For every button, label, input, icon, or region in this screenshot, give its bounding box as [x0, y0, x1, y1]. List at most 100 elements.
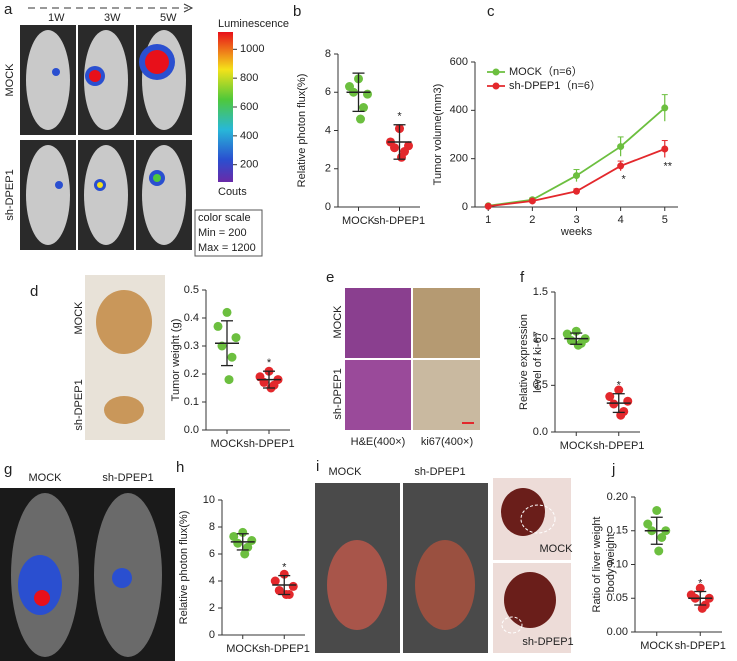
signal [34, 590, 50, 606]
panel-letter: d [30, 283, 38, 300]
row-label: sh-DPEP1 [332, 368, 344, 419]
y-tick-label: 0.05 [607, 592, 628, 604]
y-tick-label: 6 [209, 548, 215, 560]
significance: * [698, 577, 703, 589]
legend-label: MOCK（n=6） [509, 65, 583, 78]
x-tick-label: MOCK [211, 438, 245, 450]
y-tick-label: 0.20 [607, 491, 628, 503]
x-tick-label: 2 [529, 214, 535, 226]
row-label: MOCK [73, 301, 85, 335]
y-tick-label: 4 [325, 124, 331, 136]
column-label: H&E(400×) [351, 436, 406, 448]
legend-marker [492, 82, 500, 90]
y-tick-label: 200 [450, 153, 468, 165]
panel-letter: i [316, 458, 319, 475]
y-tick-label: 10 [203, 494, 215, 506]
x-tick-label: sh-DPEP1 [593, 440, 644, 452]
dot [231, 333, 241, 343]
row-label: sh-DPEP1 [73, 379, 85, 430]
x-tick-label: MOCK [342, 215, 376, 227]
significance: * [397, 111, 402, 123]
dot [652, 506, 662, 515]
y-tick-label: 1.5 [533, 286, 548, 298]
he-image [345, 360, 411, 430]
dot [623, 396, 633, 406]
row-label: MOCK [4, 63, 16, 97]
dot [654, 546, 664, 556]
panel-letter: b [293, 3, 301, 20]
y-tick-label: 0.2 [184, 368, 199, 380]
dot [390, 143, 399, 153]
y-tick-label: 400 [450, 104, 468, 116]
column-label: sh-DPEP1 [414, 466, 465, 478]
colorbar [218, 32, 233, 182]
dot [274, 585, 284, 595]
dot [643, 519, 653, 529]
dot [270, 576, 280, 586]
dot [614, 385, 624, 395]
y-tick-label: 0 [462, 201, 468, 213]
colorbar-tick-label: 800 [240, 72, 258, 84]
significance: * [282, 562, 287, 574]
y-tick-label: 0.10 [607, 558, 628, 570]
panel-letter: j [611, 461, 615, 478]
y-axis-label: Tumor weight (g) [170, 319, 182, 402]
dot [227, 352, 237, 362]
colorbar-tick-label: 1000 [240, 43, 264, 55]
dot [657, 533, 667, 542]
y-tick-label: 2 [325, 163, 331, 175]
y-tick-label: 6 [325, 86, 331, 98]
y-tick-label: 2 [209, 602, 215, 614]
timepoint: 5W [160, 12, 177, 24]
point [573, 172, 580, 180]
legend-marker [492, 68, 500, 76]
colorbar-label: Luminescence [218, 18, 289, 30]
panel-letter: h [176, 459, 184, 476]
y-tick-label: 1.0 [533, 333, 548, 345]
dot [697, 603, 707, 613]
y-axis-label: Relative photon flux(%) [296, 74, 308, 188]
he-image [345, 288, 411, 358]
colorbar-tick-label: 400 [240, 130, 258, 142]
row-label: MOCK [332, 305, 344, 339]
time-arrow-head [183, 3, 194, 13]
y-tick-label: 0.3 [184, 340, 199, 352]
y-axis-label: Relative photon flux(%) [178, 511, 190, 625]
dot [240, 549, 250, 559]
dot [359, 103, 368, 113]
y-tick-label: 600 [450, 56, 468, 68]
tumor-outline [520, 504, 556, 534]
dot [213, 321, 223, 331]
dot [233, 538, 243, 548]
y-tick-label: 0.5 [184, 284, 199, 296]
x-tick-label: sh-DPEP1 [259, 643, 310, 655]
y-tick-label: 0.0 [184, 424, 199, 436]
signal [18, 555, 62, 615]
scale-box-text: color scale [198, 212, 251, 224]
significance: * [621, 174, 626, 186]
scale-box-text: Max = 1200 [198, 242, 256, 254]
panel-letter: f [520, 269, 525, 286]
point [573, 187, 580, 195]
tumor [96, 290, 152, 354]
panel-letter: c [487, 3, 495, 20]
y-tick-label: 4 [209, 575, 215, 587]
timepoint: 3W [104, 12, 121, 24]
colorbar-bottom-label: Couts [218, 186, 247, 198]
point [617, 162, 625, 170]
ki67-image [413, 288, 480, 358]
panel-letter: e [326, 269, 334, 286]
x-tick-label: MOCK [640, 640, 674, 652]
colorbar-tick-label: 600 [240, 101, 258, 113]
column-label: sh-DPEP1 [102, 472, 153, 484]
y-tick-label: 0.1 [184, 396, 199, 408]
column-label: ki67(400×) [421, 436, 473, 448]
dot [222, 307, 232, 317]
y-axis-label: level of ki-67 [532, 331, 544, 393]
x-tick-label: 3 [573, 214, 579, 226]
dot [363, 89, 372, 99]
liver [504, 572, 556, 628]
mouse-images [20, 25, 192, 250]
inset-label: MOCK [540, 543, 574, 555]
